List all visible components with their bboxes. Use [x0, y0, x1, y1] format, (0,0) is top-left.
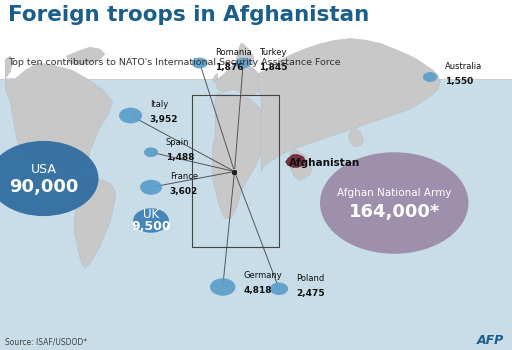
- Polygon shape: [286, 155, 306, 167]
- Polygon shape: [387, 214, 445, 240]
- Polygon shape: [236, 44, 253, 65]
- Polygon shape: [212, 74, 218, 82]
- Circle shape: [423, 72, 437, 82]
- Polygon shape: [77, 152, 90, 173]
- Text: France: France: [169, 172, 198, 181]
- Circle shape: [0, 141, 98, 216]
- Text: 2,475: 2,475: [296, 289, 325, 298]
- Text: Afghanistan: Afghanistan: [289, 158, 360, 168]
- Polygon shape: [212, 93, 266, 219]
- Text: 1,488: 1,488: [166, 153, 194, 162]
- Polygon shape: [289, 149, 312, 180]
- Circle shape: [140, 180, 162, 195]
- Text: 164,000*: 164,000*: [349, 203, 440, 221]
- Text: Afghan National Army: Afghan National Army: [337, 188, 452, 197]
- Text: 1,876: 1,876: [216, 63, 244, 72]
- Text: 1,550: 1,550: [445, 77, 473, 86]
- Circle shape: [133, 208, 169, 233]
- Polygon shape: [5, 56, 13, 79]
- Text: UK: UK: [143, 208, 159, 221]
- Text: Germany: Germany: [243, 271, 282, 280]
- Text: Top ten contributors to NATO's International Security Assistance Force: Top ten contributors to NATO's Internati…: [8, 58, 340, 67]
- Text: 4,818: 4,818: [243, 286, 272, 295]
- Polygon shape: [259, 38, 440, 172]
- Circle shape: [210, 278, 236, 296]
- Bar: [0, 79, 512, 350]
- Bar: [192, 94, 279, 247]
- Text: Foreign troops in Afghanistan: Foreign troops in Afghanistan: [8, 5, 369, 25]
- Polygon shape: [215, 63, 261, 96]
- Text: Romania: Romania: [216, 48, 252, 57]
- Text: Italy: Italy: [150, 100, 168, 109]
- Text: AFP: AFP: [477, 334, 504, 346]
- Text: Australia: Australia: [445, 62, 482, 71]
- Polygon shape: [269, 116, 294, 147]
- Text: Source: ISAF/USDOD*: Source: ISAF/USDOD*: [5, 337, 87, 346]
- Polygon shape: [420, 242, 428, 248]
- Circle shape: [236, 58, 251, 68]
- Circle shape: [144, 147, 158, 157]
- Polygon shape: [74, 173, 115, 268]
- Text: USA: USA: [31, 163, 56, 176]
- Text: 1,845: 1,845: [259, 63, 287, 72]
- Polygon shape: [67, 47, 105, 65]
- Polygon shape: [5, 63, 113, 173]
- Circle shape: [119, 107, 142, 124]
- Text: 90,000: 90,000: [9, 178, 78, 196]
- Polygon shape: [348, 128, 364, 147]
- Text: Spain: Spain: [166, 138, 189, 147]
- Circle shape: [191, 57, 208, 69]
- Text: 3,602: 3,602: [169, 187, 198, 196]
- Text: 3,952: 3,952: [150, 115, 178, 124]
- Text: Poland: Poland: [296, 274, 324, 283]
- Circle shape: [270, 282, 288, 295]
- Polygon shape: [453, 217, 458, 224]
- Bar: [0, 0, 512, 79]
- Circle shape: [320, 152, 468, 254]
- Text: Turkey: Turkey: [259, 48, 286, 57]
- Text: 9,500: 9,500: [131, 220, 171, 233]
